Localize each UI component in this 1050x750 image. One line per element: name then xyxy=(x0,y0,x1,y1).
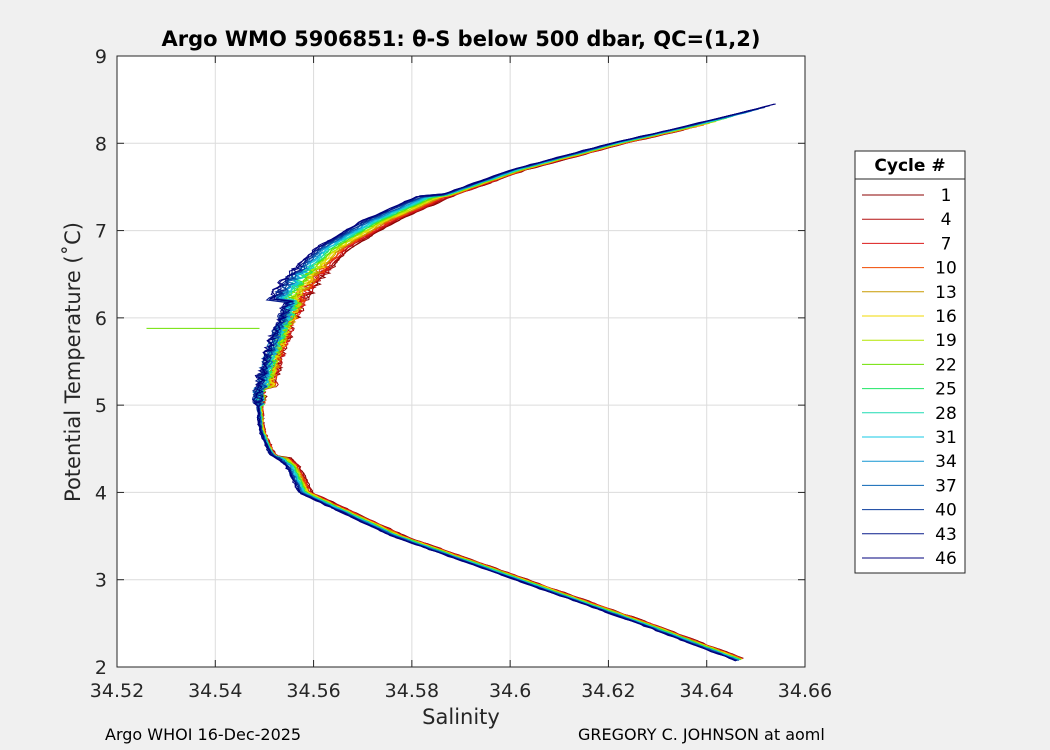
chart-title: Argo WMO 5906851: θ-S below 500 dbar, QC… xyxy=(162,27,761,51)
legend-entry-label: 40 xyxy=(935,501,957,521)
legend-entry-label: 7 xyxy=(941,234,952,254)
legend-box xyxy=(854,150,966,574)
x-tick-label: 34.58 xyxy=(385,680,439,702)
x-tick-label: 34.52 xyxy=(90,680,144,702)
profile-lines xyxy=(146,103,776,662)
y-axis-label: Potential Temperature (˚C) xyxy=(61,222,85,502)
legend-entry-label: 25 xyxy=(935,380,957,400)
x-tick-label: 34.56 xyxy=(286,680,340,702)
legend-entry-label: 43 xyxy=(935,525,957,545)
legend: Cycle # 1 4 7 10 13 16 19 22 25 28 31 34 37 40 43 46 xyxy=(854,150,966,574)
legend-entry-label: 19 xyxy=(935,331,957,351)
x-tick-label: 34.6 xyxy=(489,680,531,702)
plot-area xyxy=(117,56,805,667)
x-tick-label: 34.62 xyxy=(581,680,635,702)
y-tick-label: 2 xyxy=(95,657,107,679)
y-tick-label: 5 xyxy=(95,395,107,417)
legend-entry-label: 1 xyxy=(941,186,952,206)
y-tick-label: 9 xyxy=(95,46,107,68)
x-tick-label: 34.64 xyxy=(680,680,734,702)
legend-entry-label: 46 xyxy=(935,549,957,569)
legend-entry-label: 28 xyxy=(935,404,957,424)
y-tick-label: 8 xyxy=(95,133,107,155)
y-ticks: 2 3 4 5 6 7 8 9 xyxy=(95,46,805,679)
y-tick-label: 3 xyxy=(95,570,107,592)
profile-cycle-46 xyxy=(252,103,776,662)
x-ticks: 34.52 34.54 34.56 34.58 34.6 34.62 34.64 34.66 xyxy=(90,56,832,702)
legend-entry-label: 4 xyxy=(941,210,952,230)
legend-entry-label: 34 xyxy=(935,452,957,472)
grid-lines xyxy=(116,55,806,668)
x-axis-label: Salinity xyxy=(422,705,500,729)
legend-entry-label: 16 xyxy=(935,307,957,327)
y-tick-label: 6 xyxy=(95,308,107,330)
legend-entry-label: 13 xyxy=(935,283,957,303)
footer-right: GREGORY C. JOHNSON at aoml xyxy=(578,725,825,744)
plot-frame xyxy=(116,55,806,668)
legend-entry-label: 37 xyxy=(935,476,957,496)
legend-title: Cycle # xyxy=(874,156,945,176)
legend-entry-label: 10 xyxy=(935,259,957,279)
x-tick-label: 34.66 xyxy=(778,680,832,702)
y-tick-label: 4 xyxy=(95,482,107,504)
x-tick-label: 34.54 xyxy=(188,680,242,702)
footer-left: Argo WHOI 16-Dec-2025 xyxy=(105,725,301,744)
y-tick-label: 7 xyxy=(95,221,107,243)
legend-entry-label: 22 xyxy=(935,355,957,375)
legend-entry-label: 31 xyxy=(935,428,957,448)
